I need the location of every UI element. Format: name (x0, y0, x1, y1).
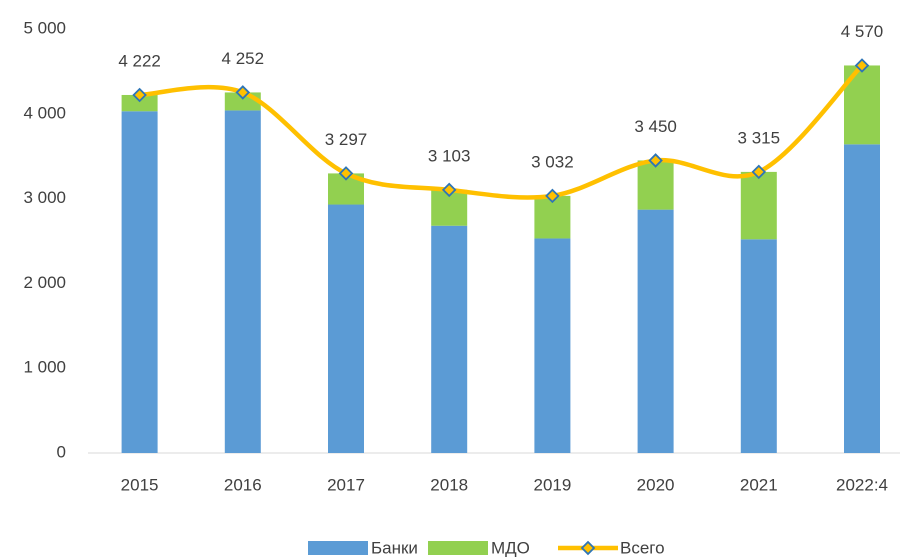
bar (121, 111, 158, 454)
bar (740, 239, 777, 453)
y-tick-label: 2 000 (23, 273, 66, 292)
y-tick-label: 3 000 (23, 188, 66, 207)
bar (328, 204, 364, 453)
marker (648, 153, 663, 168)
bar (740, 171, 777, 240)
bar (121, 94, 158, 112)
legend-label: МДО (491, 538, 530, 557)
x-tick-label: 2019 (533, 475, 571, 494)
marker (545, 188, 560, 204)
bar (637, 160, 674, 210)
legend-marker (580, 540, 596, 556)
marker (441, 182, 457, 198)
marker (854, 58, 870, 73)
data-label: 4 252 (222, 49, 265, 68)
data-label: 3 032 (531, 152, 574, 171)
bar (844, 144, 880, 453)
x-tick-label: 2016 (224, 475, 262, 494)
y-tick-label: 0 (57, 442, 66, 461)
marker (338, 166, 354, 181)
legend-label: Банки (371, 538, 418, 557)
x-tick-label: 2018 (430, 475, 468, 494)
bar (431, 225, 468, 453)
x-tick-label: 2021 (740, 475, 778, 494)
legend-label: Всего (620, 538, 665, 557)
data-label: 3 297 (325, 130, 368, 149)
y-tick-label: 4 000 (23, 103, 66, 122)
data-label: 4 222 (118, 51, 161, 70)
marker (751, 164, 767, 180)
data-label: 3 450 (634, 117, 677, 136)
legend-swatch (428, 541, 488, 555)
x-tick-label: 2017 (327, 475, 365, 494)
y-tick-label: 1 000 (23, 358, 66, 377)
marker (235, 85, 251, 100)
bar (224, 110, 261, 454)
y-tick-label: 5 000 (23, 18, 66, 37)
x-tick-label: 2015 (121, 475, 159, 494)
legend-swatch (308, 541, 368, 555)
data-label: 3 103 (428, 146, 471, 165)
marker (132, 87, 147, 103)
x-tick-label: 2022:4 (836, 475, 888, 494)
bar (534, 238, 571, 453)
data-label: 3 315 (738, 128, 781, 147)
x-tick-label: 2020 (637, 475, 675, 494)
data-label: 4 570 (841, 22, 884, 41)
bar (637, 209, 674, 453)
